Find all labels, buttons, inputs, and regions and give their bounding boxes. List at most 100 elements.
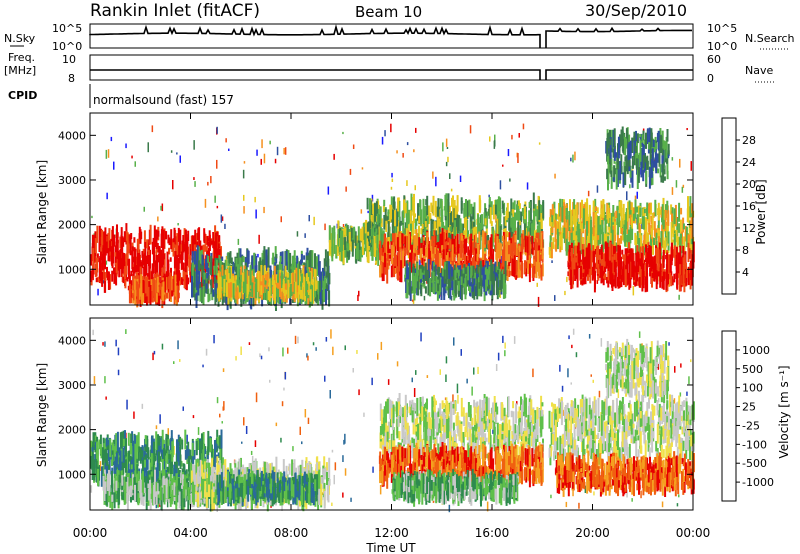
data-cell bbox=[613, 253, 616, 264]
data-cell bbox=[388, 249, 391, 254]
data-cell bbox=[511, 244, 514, 259]
data-cell bbox=[631, 253, 634, 265]
data-cell bbox=[561, 206, 564, 223]
data-cell bbox=[513, 200, 516, 210]
data-cell bbox=[228, 295, 231, 302]
velocity-heatmap bbox=[90, 328, 695, 513]
data-cell bbox=[639, 133, 642, 138]
data-cell bbox=[617, 222, 620, 235]
data-cell bbox=[575, 204, 578, 222]
data-cell bbox=[441, 253, 444, 266]
data-cell bbox=[107, 271, 110, 284]
data-cell bbox=[582, 272, 585, 278]
data-cell bbox=[261, 252, 264, 264]
data-cell bbox=[244, 280, 247, 298]
data-cell bbox=[109, 240, 112, 252]
data-cell bbox=[223, 262, 226, 283]
data-cell bbox=[120, 266, 123, 277]
data-cell bbox=[397, 220, 400, 240]
data-cell bbox=[680, 257, 683, 275]
data-cell bbox=[384, 252, 386, 268]
data-cell bbox=[374, 203, 376, 222]
data-cell bbox=[145, 255, 148, 276]
data-cell bbox=[435, 244, 438, 253]
data-cell bbox=[597, 216, 600, 236]
data-cell bbox=[374, 224, 377, 238]
data-cell bbox=[500, 243, 503, 250]
data-cell bbox=[526, 249, 529, 269]
data-cell bbox=[423, 295, 426, 301]
data-cell bbox=[168, 276, 171, 290]
data-cell bbox=[598, 249, 601, 259]
data-cell bbox=[474, 242, 477, 253]
data-cell bbox=[269, 379, 271, 383]
data-cell bbox=[666, 129, 669, 142]
data-cell bbox=[392, 233, 394, 245]
data-cell bbox=[535, 261, 538, 279]
data-cell bbox=[658, 242, 661, 264]
data-cell bbox=[502, 335, 504, 343]
data-cell bbox=[113, 234, 116, 247]
data-cell bbox=[646, 128, 649, 145]
data-cell bbox=[504, 261, 507, 281]
data-cell bbox=[503, 239, 506, 250]
data-cell bbox=[528, 234, 531, 256]
data-cell bbox=[570, 232, 573, 253]
data-cell bbox=[532, 218, 535, 240]
data-cell bbox=[421, 272, 424, 281]
data-cell bbox=[464, 239, 466, 260]
data-cell bbox=[540, 204, 543, 213]
data-cell bbox=[256, 149, 258, 156]
data-cell bbox=[667, 153, 670, 159]
data-cell bbox=[678, 271, 681, 292]
data-cell bbox=[524, 212, 527, 228]
data-cell bbox=[279, 255, 282, 263]
data-cell bbox=[380, 251, 383, 274]
data-cell bbox=[143, 266, 146, 279]
data-cell bbox=[615, 169, 618, 190]
data-cell bbox=[499, 197, 502, 211]
data-cell bbox=[658, 398, 660, 403]
data-cell bbox=[260, 355, 263, 360]
data-cell bbox=[613, 145, 616, 161]
data-cell bbox=[368, 230, 371, 243]
data-cell bbox=[177, 223, 179, 226]
data-cell bbox=[185, 274, 188, 291]
data-cell bbox=[506, 202, 509, 218]
data-cell bbox=[668, 342, 670, 346]
data-cell bbox=[122, 276, 125, 284]
data-cell bbox=[446, 245, 449, 253]
data-cell bbox=[248, 291, 251, 297]
data-cell bbox=[210, 279, 213, 295]
data-cell bbox=[277, 270, 280, 288]
data-cell bbox=[361, 226, 364, 245]
data-cell bbox=[388, 259, 391, 266]
data-cell bbox=[191, 262, 194, 283]
data-cell bbox=[344, 243, 347, 258]
data-cell bbox=[451, 234, 454, 254]
data-cell bbox=[477, 237, 480, 248]
data-cell bbox=[449, 226, 452, 232]
data-cell bbox=[689, 196, 692, 218]
data-cell bbox=[488, 266, 491, 274]
data-cell bbox=[445, 215, 448, 234]
data-cell bbox=[668, 278, 671, 287]
data-cell bbox=[629, 214, 632, 225]
data-cell bbox=[576, 218, 579, 230]
data-cell bbox=[456, 223, 459, 234]
data-cell bbox=[472, 206, 475, 220]
data-cell bbox=[628, 159, 631, 167]
data-cell bbox=[453, 238, 456, 261]
data-cell bbox=[426, 375, 429, 378]
data-cell bbox=[495, 213, 497, 223]
data-cell bbox=[610, 212, 613, 234]
data-cell bbox=[114, 272, 117, 282]
data-cell bbox=[134, 161, 136, 167]
data-cell bbox=[601, 231, 604, 253]
data-cell bbox=[394, 210, 396, 227]
data-cell bbox=[622, 266, 625, 283]
data-cell bbox=[353, 230, 356, 236]
data-cell bbox=[262, 275, 265, 294]
data-cell bbox=[144, 242, 147, 256]
data-cell bbox=[206, 272, 209, 279]
